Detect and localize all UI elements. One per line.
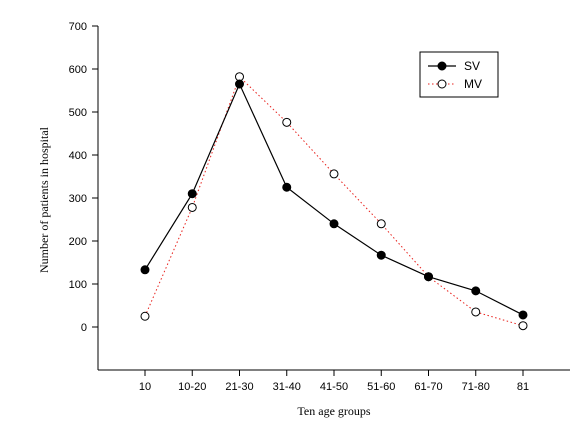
x-tick-label: 10-20	[178, 381, 206, 393]
data-point-mv	[140, 311, 150, 321]
legend-marker-mv	[437, 79, 447, 89]
data-point-mv	[235, 72, 244, 82]
data-point-sv	[376, 250, 386, 260]
y-tick-label: 600	[69, 64, 87, 76]
data-point-mv	[471, 307, 481, 317]
legend: SV MV	[419, 51, 499, 98]
y-tick-label: 300	[69, 193, 87, 205]
series-line-sv	[144, 82, 524, 316]
y-tick-label: 500	[69, 107, 87, 119]
x-tick-label: 10	[139, 381, 151, 393]
legend-box	[419, 51, 499, 98]
data-point-mv	[376, 219, 386, 229]
x-axis-title: Ten age groups	[297, 404, 370, 418]
legend-label-sv: SV	[464, 59, 480, 73]
y-tick-label: 200	[69, 236, 87, 248]
x-tick-label: 71-80	[462, 381, 490, 393]
x-tick-label: 21-30	[225, 381, 253, 393]
x-tick-label: 81	[517, 381, 529, 393]
axes: 0 100 200 300 400 500 600 700 10 10-20 21-30 31-40 4…	[69, 21, 570, 393]
data-point-sv	[329, 219, 339, 229]
legend-label-mv: MV	[464, 77, 482, 91]
data-point-sv	[471, 286, 481, 296]
data-point-sv	[518, 310, 528, 320]
x-tick-label: 51-60	[367, 381, 395, 393]
data-point-sv	[424, 272, 433, 282]
y-axis-title: Number of patients in hospital	[37, 126, 51, 273]
data-point-mv	[329, 169, 339, 179]
series-layer	[140, 72, 528, 331]
y-tick-label: 100	[69, 279, 87, 291]
x-tick-label: 31-40	[273, 381, 301, 393]
y-tick-label: 700	[69, 21, 87, 33]
data-point-sv	[187, 189, 197, 199]
x-tick-label: 61-70	[414, 381, 442, 393]
y-tick-label: 0	[81, 322, 87, 334]
data-point-sv	[282, 182, 292, 192]
x-tick-label: 41-50	[320, 381, 348, 393]
data-point-mv	[282, 117, 292, 127]
data-point-sv	[235, 79, 244, 89]
data-point-sv	[140, 265, 150, 275]
data-point-mv	[187, 202, 197, 212]
legend-marker-sv	[437, 61, 447, 71]
y-tick-label: 400	[69, 150, 87, 162]
data-point-mv	[518, 321, 528, 331]
